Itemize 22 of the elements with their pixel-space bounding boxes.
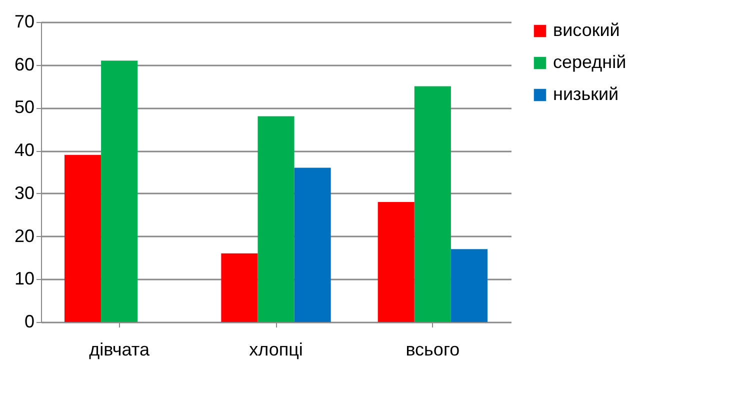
- y-tick-label: 70: [14, 12, 34, 32]
- y-tick-label: 60: [14, 54, 34, 74]
- x-tick-label: хлопці: [249, 340, 303, 360]
- bar: [101, 60, 138, 322]
- bar: [64, 154, 102, 322]
- legend-label: високий: [553, 20, 620, 40]
- x-tick-label: дівчата: [89, 340, 150, 360]
- y-tick-label: 20: [14, 226, 34, 246]
- y-tick-label: 50: [14, 97, 34, 118]
- bar: [258, 116, 294, 322]
- y-tick-label: 30: [14, 182, 34, 203]
- legend-label: середній: [553, 52, 626, 72]
- legend-label: низький: [553, 84, 619, 104]
- bar: [294, 168, 331, 322]
- x-tick-label: всього: [406, 340, 460, 360]
- y-tick-label: 0: [24, 312, 34, 332]
- bar: [450, 249, 488, 322]
- bar: [414, 86, 451, 322]
- bar: [221, 253, 258, 322]
- bar: [378, 202, 414, 322]
- y-tick-label: 10: [14, 268, 34, 289]
- y-tick-label: 40: [14, 140, 34, 160]
